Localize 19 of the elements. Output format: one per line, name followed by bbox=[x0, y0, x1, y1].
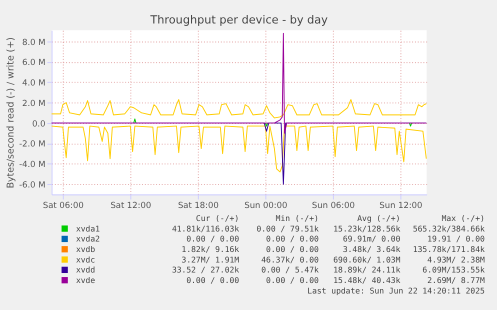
chart-title: Throughput per device - by day bbox=[149, 14, 328, 27]
x-tick-label: Sun 12:00 bbox=[379, 200, 422, 210]
line-series bbox=[51, 99, 427, 118]
y-tick-label: 2.0 M bbox=[22, 98, 46, 108]
y-tick-label: 8.0 M bbox=[22, 36, 46, 47]
x-tick-label: Sun 06:00 bbox=[312, 200, 355, 210]
y-tick-label: 0.0 bbox=[32, 118, 46, 128]
y-tick-label: -2.0 M bbox=[19, 138, 46, 149]
y-tick-label: -4.0 M bbox=[19, 159, 46, 170]
x-tick-label: Sat 06:00 bbox=[42, 200, 84, 210]
y-tick-label: 6.0 M bbox=[22, 57, 46, 68]
y-axis-title: Bytes/second read (-) / write (+) bbox=[5, 37, 16, 188]
y-tick-label: -6.0 M bbox=[19, 179, 46, 190]
x-tick-label: Sat 12:00 bbox=[110, 200, 152, 210]
y-tick-label: 4.0 M bbox=[22, 78, 46, 88]
line-series bbox=[51, 32, 427, 134]
x-tick-label: Sun 00:00 bbox=[244, 200, 288, 210]
x-tick-label: Sat 18:00 bbox=[178, 200, 219, 210]
line-series bbox=[51, 126, 427, 172]
